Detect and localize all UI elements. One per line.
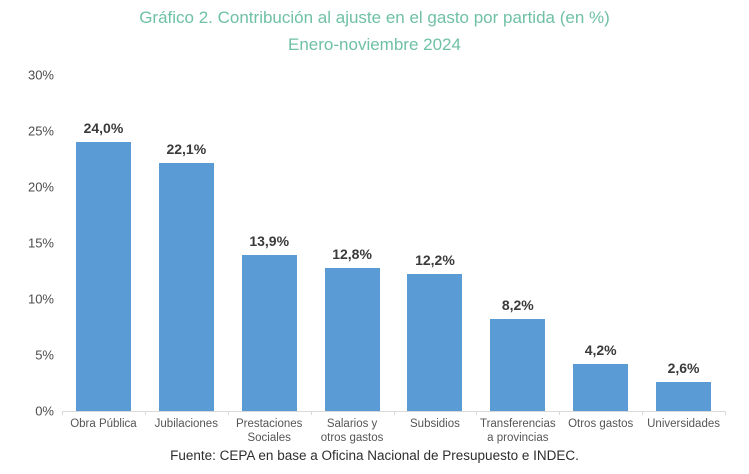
bar-value-label: 12,2% xyxy=(415,252,455,269)
category-label: Jubilaciones xyxy=(154,418,218,430)
y-tick-label: 0% xyxy=(35,403,54,419)
x-axis-tick xyxy=(642,411,644,415)
chart-title-line2: Enero-noviembre 2024 xyxy=(288,35,461,54)
y-tick-label: 5% xyxy=(35,347,54,363)
chart-title: Gráfico 2. Contribución al ajuste en el … xyxy=(0,4,749,58)
y-tick-label: 20% xyxy=(27,179,54,195)
bar-value-label: 12,8% xyxy=(332,245,372,262)
category-label: Obra Pública xyxy=(70,418,137,430)
bar-slot: 13,9% xyxy=(228,75,311,411)
bar-value-label: 4,2% xyxy=(584,341,617,358)
bar xyxy=(241,255,297,411)
y-tick-label: 30% xyxy=(27,67,54,83)
x-axis-tick xyxy=(227,411,229,415)
bar-value-label: 13,9% xyxy=(249,233,290,250)
chart-title-line1: Gráfico 2. Contribución al ajuste en el … xyxy=(139,8,610,27)
x-axis-tick xyxy=(310,411,312,415)
x-axis-tick xyxy=(144,411,146,415)
x-axis-tick xyxy=(725,411,726,415)
bar-slot: 4,2% xyxy=(559,75,642,411)
x-axis-tick xyxy=(559,411,561,415)
bar-slot: 24,0% xyxy=(62,75,145,411)
bar-slot: 8,2% xyxy=(476,75,559,411)
bar xyxy=(75,142,131,411)
category-label: Otros gastos xyxy=(568,418,634,430)
category-label: Transferencias a provincias xyxy=(479,418,556,444)
bar-slot: 12,8% xyxy=(311,75,394,411)
bar xyxy=(573,363,629,411)
x-axis-tick xyxy=(393,411,395,415)
bar-value-label: 8,2% xyxy=(501,297,534,314)
bar-slot: 22,1% xyxy=(145,75,228,411)
x-axis-tick xyxy=(476,411,478,415)
category-label: Universidades xyxy=(647,418,720,430)
x-axis-tick xyxy=(62,411,63,415)
bar xyxy=(407,274,463,411)
bars-row: 24,0% 22,1% 13,9% 12,8% 12,2% 8,2% 4,2% 2,6% xyxy=(62,75,725,411)
bar xyxy=(158,163,214,411)
y-tick-label: 25% xyxy=(27,123,54,139)
category-label: Prestaciones Sociales xyxy=(235,418,303,444)
bar xyxy=(490,319,546,411)
bar xyxy=(656,381,712,411)
y-tick-label: 15% xyxy=(27,235,54,251)
category-label: Subsidios xyxy=(410,418,460,430)
category-axis-labels: Obra Pública Jubilaciones Prestaciones Soc… xyxy=(62,417,725,445)
bar-value-label: 24,0% xyxy=(83,120,124,137)
bar-slot: 12,2% xyxy=(394,75,477,411)
bar-value-label: 2,6% xyxy=(667,359,700,376)
source-note: Fuente: CEPA en base a Oficina Nacional … xyxy=(170,448,579,463)
bar-value-label: 22,1% xyxy=(166,141,207,158)
y-tick-label: 10% xyxy=(27,291,54,307)
bar xyxy=(324,267,380,411)
category-label: Salarios y otros gastos xyxy=(320,418,384,444)
bar-slot: 2,6% xyxy=(642,75,725,411)
